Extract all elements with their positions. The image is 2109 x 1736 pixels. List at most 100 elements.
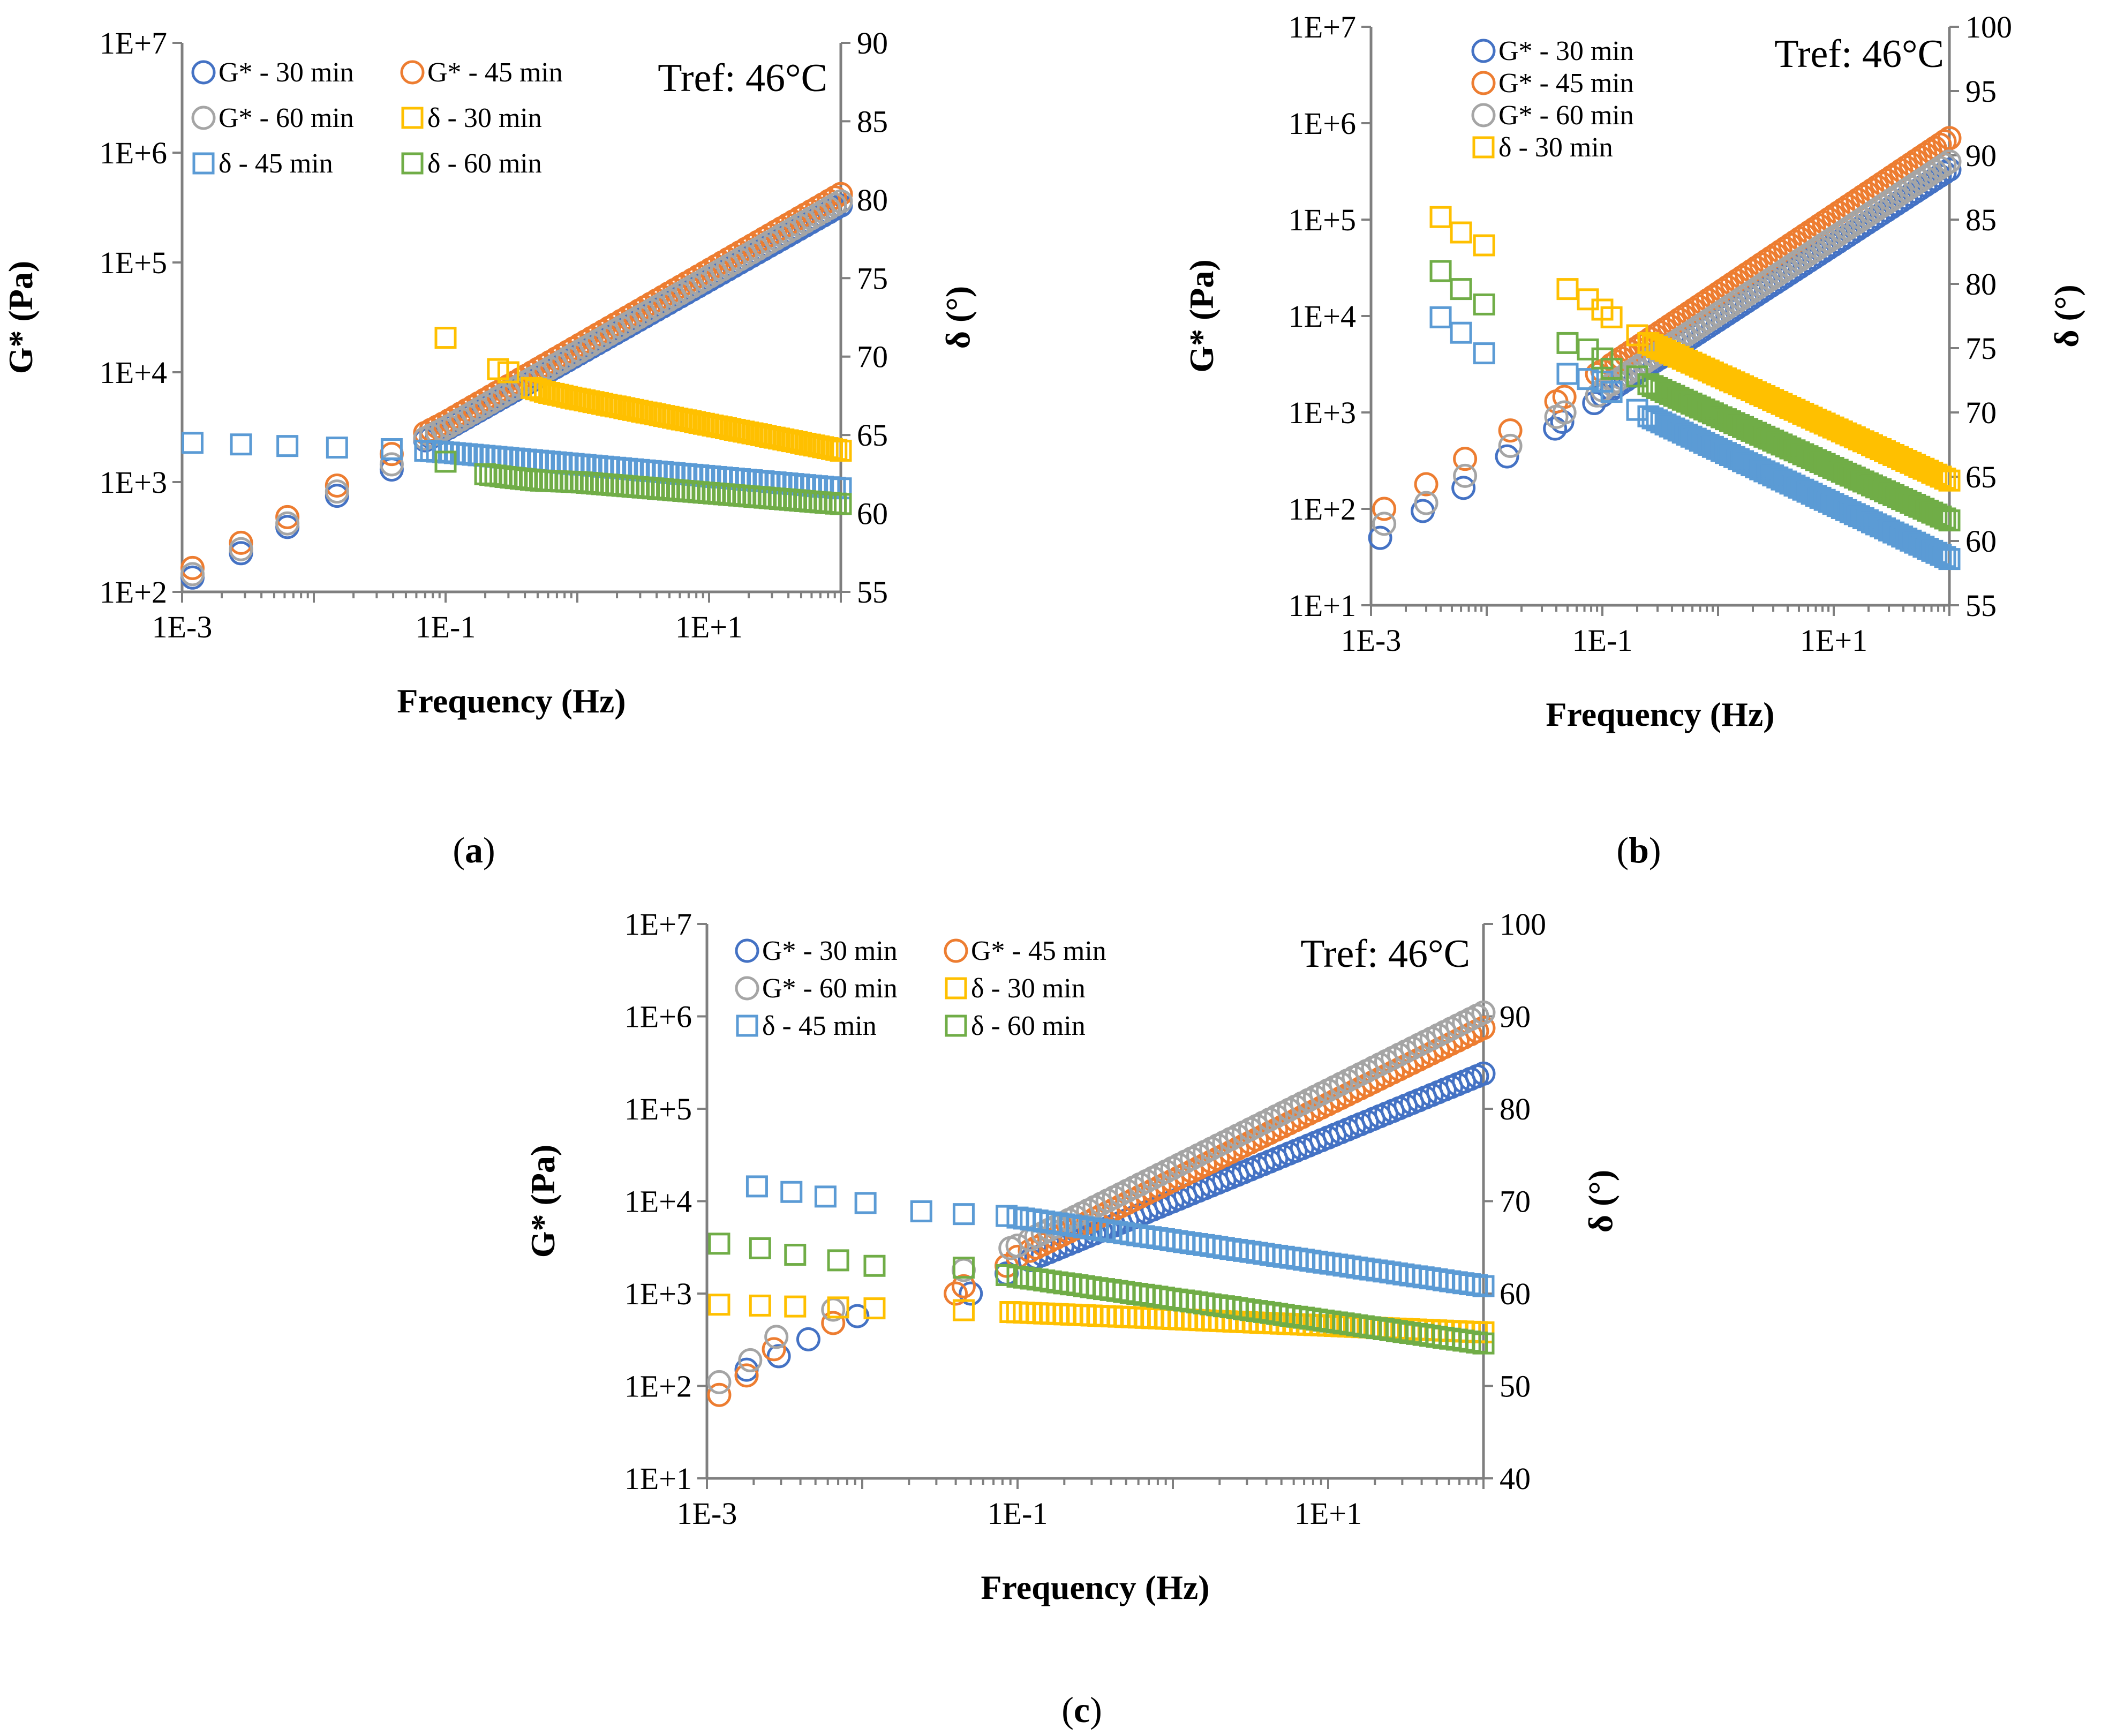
data-point	[707, 1382, 732, 1407]
x-tick-label: 1E-3	[152, 610, 213, 644]
y2-tick-label: 60	[1500, 1276, 1531, 1311]
data-point	[1005, 1234, 1030, 1258]
data-point	[738, 1348, 763, 1372]
x-axis-title: Frequency (Hz)	[397, 682, 626, 720]
data-point	[1026, 1302, 1049, 1325]
legend-marker-d30	[401, 107, 424, 129]
data-point	[1552, 385, 1577, 409]
legend-label-g45: G* - 45 min	[1498, 68, 1634, 99]
reference-temperature-annotation: Tref: 46°C	[658, 56, 827, 100]
data-point	[1450, 278, 1472, 300]
data-point	[749, 1237, 771, 1259]
y-tick-label: 1E+2	[624, 1369, 692, 1404]
data-point	[796, 1327, 820, 1351]
data-point	[863, 1297, 886, 1320]
data-point	[545, 451, 567, 474]
data-point	[1471, 1000, 1496, 1025]
data-point	[379, 452, 404, 477]
x-tick-label: 1E+1	[1294, 1496, 1362, 1531]
y2-tick-label: 55	[857, 575, 888, 610]
data-point	[1556, 278, 1579, 300]
y2-tick-label: 80	[1500, 1092, 1531, 1126]
y2-tick-label: 80	[1965, 267, 1997, 302]
data-point	[784, 1295, 807, 1318]
data-point	[1498, 433, 1523, 458]
data-point	[1429, 260, 1452, 282]
y-tick-label: 1E+4	[100, 355, 167, 390]
data-point	[1600, 357, 1623, 380]
panel-letter: b	[1629, 830, 1649, 870]
data-point	[468, 444, 490, 467]
data-point	[1429, 306, 1452, 328]
chart-panel-b: 1E+1 1E+2 1E+3 1E+4 1E+5 1E+6 1E+7 55 60 65 70 75 80…	[1182, 10, 2085, 870]
data-point	[434, 327, 457, 349]
data-point	[1473, 293, 1495, 315]
data-point	[959, 1281, 983, 1306]
legend-label-d60: δ - 60 min	[427, 148, 542, 179]
data-point	[1938, 469, 1961, 492]
data-point	[1101, 1305, 1123, 1328]
chart-panel-c: 1E+1 1E+2 1E+3 1E+4 1E+5 1E+6 1E+7 40 50 60 70 80 90…	[524, 907, 1620, 1730]
y2-tick-label: 100	[1965, 10, 2012, 44]
data-point	[764, 1325, 789, 1349]
data-point	[1450, 321, 1472, 344]
legend-label-d45: δ - 45 min	[219, 148, 333, 179]
legend-label-g60: G* - 60 min	[1498, 100, 1634, 131]
data-point	[1134, 1306, 1157, 1329]
data-point	[830, 439, 852, 462]
y2-axis-title: δ (°)	[1581, 1170, 1620, 1233]
y2-tick-label: 90	[857, 26, 888, 61]
legend-marker-d45	[736, 1014, 758, 1037]
data-point	[814, 1185, 837, 1208]
legend-marker-g60	[1471, 103, 1496, 127]
legend: G* - 30 min G* - 45 min G* - 60 min δ - 30 …	[191, 57, 563, 179]
data-point	[1932, 153, 1957, 177]
series-g60	[180, 189, 853, 587]
data-point	[497, 361, 519, 384]
x-axis-title: Frequency (Hz)	[981, 1568, 1209, 1606]
y-tick-label: 1E+6	[624, 999, 692, 1034]
y-tick-label: 1E+1	[624, 1461, 692, 1496]
data-point	[1148, 1307, 1170, 1329]
data-point	[1372, 497, 1397, 521]
data-point	[1020, 1302, 1042, 1324]
y2-tick-label: 50	[1500, 1369, 1531, 1404]
panel-letter: c	[1074, 1689, 1090, 1730]
data-point	[944, 1281, 968, 1306]
x-tick-label: 1E-1	[1572, 623, 1633, 658]
y2-tick-label: 65	[1965, 460, 1997, 494]
data-point	[1495, 444, 1519, 469]
x-axis-title: Frequency (Hz)	[1546, 695, 1774, 733]
y-tick-label: 1E+3	[1289, 395, 1356, 430]
data-point	[1033, 1302, 1056, 1325]
data-point	[1046, 1303, 1069, 1325]
y-tick-label: 1E+1	[1289, 588, 1356, 623]
data-point	[1600, 381, 1623, 403]
data-point	[951, 1274, 976, 1298]
y2-tick-label: 70	[1500, 1184, 1531, 1219]
data-point	[1094, 1305, 1116, 1327]
y2-tick-label: 70	[1965, 395, 1997, 430]
data-point	[180, 555, 205, 580]
legend-marker-g60	[735, 976, 759, 1001]
data-point	[1060, 1303, 1082, 1326]
data-point	[952, 1299, 975, 1321]
plot-axes	[172, 42, 850, 603]
y2-tick-label: 80	[857, 183, 888, 217]
y2-tick-label: 100	[1500, 907, 1546, 942]
data-point	[708, 1233, 730, 1255]
data-point	[1087, 1305, 1110, 1327]
legend-label-d30: δ - 30 min	[971, 973, 1086, 1004]
data-point	[780, 1181, 803, 1203]
data-point	[821, 1311, 846, 1335]
y2-tick-label: 65	[857, 418, 888, 453]
data-point	[515, 448, 537, 471]
data-point	[229, 537, 253, 561]
data-point	[1600, 306, 1623, 328]
reference-temperature-annotation: Tref: 46°C	[1774, 32, 1944, 76]
chart-panel-a: 1E+2 1E+3 1E+4 1E+5 1E+6 1E+7 55 60 65 70 75 80 85 90…	[2, 26, 977, 870]
data-point	[1937, 126, 1962, 151]
series-d60	[434, 450, 852, 515]
data-point	[1368, 525, 1392, 550]
data-point	[533, 450, 555, 472]
